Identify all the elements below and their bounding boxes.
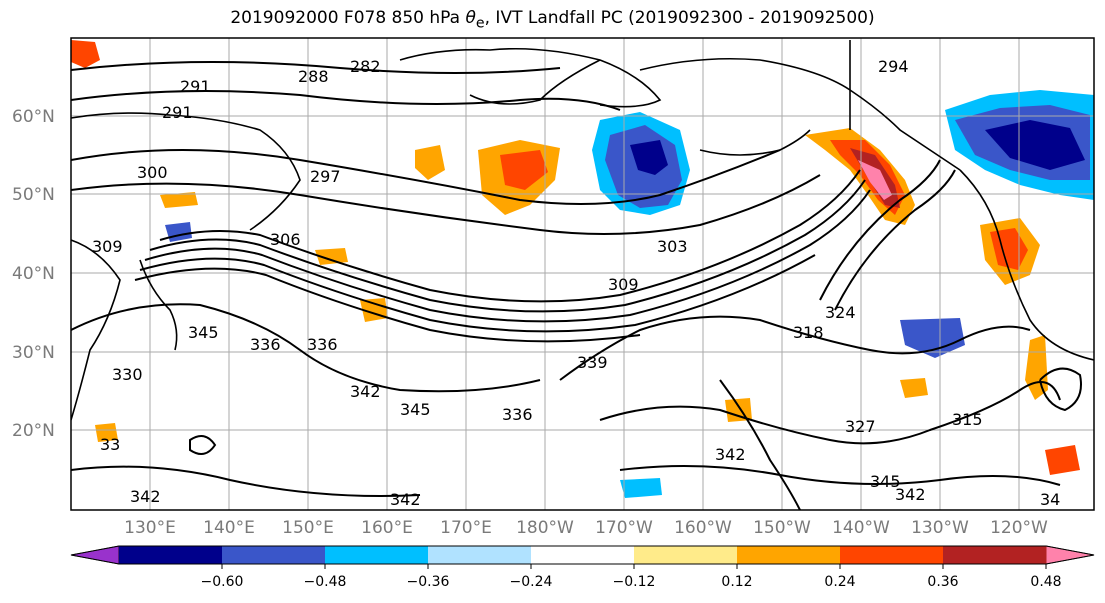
lon-label: 170°E <box>440 518 492 538</box>
colorbar-swatch <box>634 546 738 564</box>
colorbar-swatch <box>119 546 223 564</box>
colorbar-swatch <box>840 546 944 564</box>
contour-label: 345 <box>188 323 219 342</box>
contour-label: 288 <box>298 67 329 86</box>
contour-label: 309 <box>92 237 123 256</box>
contour-label: 303 <box>657 237 688 256</box>
contour-label: 306 <box>270 230 301 249</box>
colorbar <box>70 545 1095 565</box>
lat-label: 50°N <box>12 185 55 205</box>
colorbar-ticks: −0.60 −0.48 −0.36 −0.24 −0.12 0.12 0.24 0.36 0.4… <box>201 564 1062 590</box>
lon-label: 130°E <box>124 518 176 538</box>
contour-label: 327 <box>845 417 876 436</box>
contour-label: 336 <box>250 335 281 354</box>
lat-label: 20°N <box>12 421 55 441</box>
map-content: 291 291 288 282 294 300 297 306 303 309 … <box>71 38 1094 510</box>
map-panel <box>71 38 1094 510</box>
map-title: 2019092000 F078 850 hPa θe, IVT Landfall… <box>0 8 1105 31</box>
contour-label: 33 <box>100 435 120 454</box>
colorbar-swatch <box>943 546 1047 564</box>
colorbar-swatch <box>737 546 841 564</box>
lat-label: 30°N <box>12 343 55 363</box>
contour-label: 345 <box>870 472 901 491</box>
contour-label: 336 <box>502 405 533 424</box>
colorbar-tick-label: 0.24 <box>824 574 855 590</box>
contour-label: 309 <box>608 275 639 294</box>
lon-label: 160°E <box>361 518 413 538</box>
contour-label: 324 <box>825 303 856 322</box>
lon-label: 150°W <box>753 518 811 538</box>
coastlines <box>71 40 1094 421</box>
contour-label: 297 <box>310 167 341 186</box>
contour-label: 315 <box>952 410 983 429</box>
contour-label: 291 <box>162 103 193 122</box>
contour-label: 339 <box>577 353 608 372</box>
colorbar-tick-label: −0.24 <box>510 574 553 590</box>
title-theta: θ <box>465 8 476 28</box>
contour-label: 342 <box>895 485 926 504</box>
title-theta-subscript: e <box>475 15 485 32</box>
lon-label: 130°W <box>911 518 969 538</box>
map-frame <box>70 37 1095 511</box>
theta-e-contours <box>71 60 1082 510</box>
title-suffix: , IVT Landfall PC (2019092300 - 20190925… <box>484 8 875 28</box>
colorbar-swatch <box>325 546 429 564</box>
colorbar-extend-min <box>70 545 120 565</box>
colorbar-tick-label: −0.48 <box>304 574 347 590</box>
contour-label: 330 <box>112 365 143 384</box>
lat-label: 40°N <box>12 264 55 284</box>
lat-label: 60°N <box>12 107 55 127</box>
contour-label: 294 <box>878 57 909 76</box>
contour-labels: 291 291 288 282 294 300 297 306 303 309 … <box>92 57 1060 509</box>
lon-label: 180°W <box>516 518 574 538</box>
lon-label: 140°E <box>203 518 255 538</box>
colorbar-tick-label: 0.12 <box>721 574 752 590</box>
colorbar-swatch <box>428 546 532 564</box>
colorbar-tick-label: −0.60 <box>201 574 244 590</box>
lon-label: 160°W <box>674 518 732 538</box>
contour-label: 342 <box>390 490 421 509</box>
contour-label: 291 <box>180 77 211 96</box>
contour-label: 342 <box>715 445 746 464</box>
latitude-labels: 60°N 50°N 40°N 30°N 20°N <box>12 107 55 441</box>
contour-label: 34 <box>1040 490 1060 509</box>
contour-label: 282 <box>350 57 381 76</box>
colorbar-tick-label: −0.36 <box>407 574 450 590</box>
graticule <box>71 38 1094 510</box>
lon-label: 150°E <box>282 518 334 538</box>
colorbar-tick-label: 0.48 <box>1030 574 1061 590</box>
colorbar-swatch <box>531 546 635 564</box>
contour-label: 345 <box>400 400 431 419</box>
longitude-labels: 130°E 140°E 150°E 160°E 170°E 180°W 170°… <box>124 518 1048 538</box>
lon-label: 120°W <box>990 518 1048 538</box>
contour-label: 336 <box>307 335 338 354</box>
contour-label: 318 <box>793 323 824 342</box>
contour-label: 342 <box>350 382 381 401</box>
colorbar-tick-label: 0.36 <box>927 574 958 590</box>
contour-label: 300 <box>137 163 168 182</box>
lon-label: 170°W <box>595 518 653 538</box>
colorbar-tick-label: −0.12 <box>613 574 656 590</box>
colorbar-extend-max <box>1045 545 1095 565</box>
title-prefix: 2019092000 F078 850 hPa <box>230 8 466 28</box>
colorbar-swatch <box>222 546 326 564</box>
lon-label: 140°W <box>832 518 890 538</box>
contour-label: 342 <box>130 487 161 506</box>
colorbar-outline <box>70 545 1095 565</box>
